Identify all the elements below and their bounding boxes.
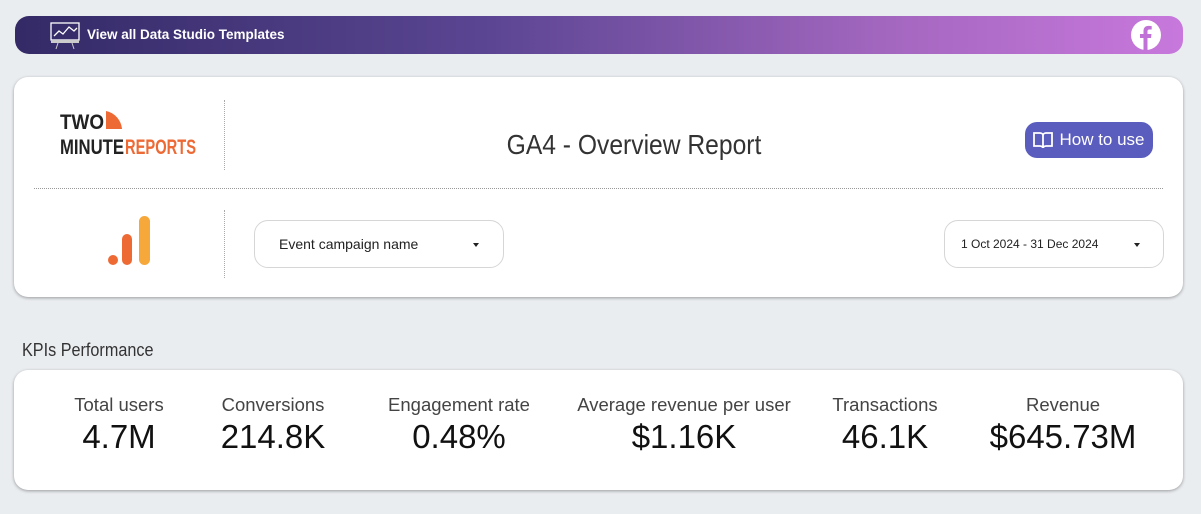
- facebook-icon[interactable]: [1131, 20, 1161, 50]
- kpi-transactions: Transactions 46.1K: [765, 394, 1005, 456]
- kpi-value: $1.16K: [631, 418, 737, 455]
- date-range-label: 1 Oct 2024 - 31 Dec 2024: [961, 237, 1099, 251]
- google-analytics-icon: [108, 216, 150, 265]
- kpi-arpu: Average revenue per user $1.16K: [564, 394, 804, 456]
- kpi-value: $645.73M: [989, 418, 1137, 455]
- kpi-conversions: Conversions 214.8K: [153, 394, 393, 456]
- dropdown-label: Event campaign name: [279, 236, 419, 252]
- page-title: GA4 - Overview Report: [506, 129, 762, 160]
- banner-label: View all Data Studio Templates: [87, 27, 285, 42]
- kpi-value: 46.1K: [841, 418, 929, 455]
- presentation-chart-icon: [50, 22, 80, 50]
- event-campaign-dropdown[interactable]: Event campaign name: [254, 220, 504, 268]
- kpi-value: 214.8K: [220, 418, 326, 455]
- kpi-card: Total users 4.7M Conversions 214.8K Engage…: [14, 370, 1183, 490]
- kpi-label: Conversions: [221, 394, 325, 415]
- how-to-use-button[interactable]: How to use: [1025, 122, 1153, 158]
- report-header-card: TWO MINUTE REPORTS GA4 - Overview Report…: [14, 77, 1183, 297]
- how-to-use-label: How to use: [1059, 130, 1145, 149]
- divider: [224, 100, 225, 170]
- svg-text:TWO: TWO: [60, 111, 104, 134]
- kpi-engagement-rate: Engagement rate 0.48%: [339, 394, 579, 456]
- divider: [224, 210, 225, 278]
- kpi-section-title: KPIs Performance: [22, 340, 154, 360]
- kpi-value: 4.7M: [82, 418, 156, 455]
- two-minute-reports-logo: TWO MINUTE REPORTS: [60, 111, 196, 159]
- divider: [34, 188, 1163, 189]
- kpi-label: Revenue: [1025, 394, 1101, 415]
- svg-text:REPORTS: REPORTS: [125, 136, 196, 159]
- book-icon: [1033, 132, 1054, 149]
- caret-down-icon: [1134, 243, 1140, 247]
- kpi-value: 0.48%: [412, 418, 506, 455]
- kpi-label: Engagement rate: [388, 394, 530, 415]
- date-range-picker[interactable]: 1 Oct 2024 - 31 Dec 2024: [944, 220, 1164, 268]
- templates-banner[interactable]: View all Data Studio Templates: [15, 16, 1183, 54]
- svg-text:MINUTE: MINUTE: [60, 136, 124, 159]
- kpi-revenue: Revenue $645.73M: [943, 394, 1183, 456]
- kpi-label: Total users: [74, 394, 164, 415]
- kpi-total-users: Total users 4.7M: [0, 394, 239, 456]
- kpi-label: Transactions: [832, 394, 938, 415]
- kpi-label: Average revenue per user: [577, 394, 791, 415]
- caret-down-icon: [473, 243, 479, 247]
